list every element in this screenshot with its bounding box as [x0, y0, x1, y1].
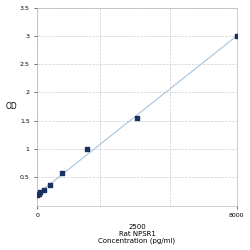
- Point: [235, 34, 239, 38]
- Point: [48, 183, 52, 187]
- X-axis label: 2500
Rat NPSR1
Concentration (pg/ml): 2500 Rat NPSR1 Concentration (pg/ml): [98, 224, 176, 244]
- Point: [38, 190, 42, 194]
- Point: [42, 188, 46, 192]
- Point: [135, 116, 139, 120]
- Point: [85, 147, 89, 151]
- Y-axis label: OD: OD: [6, 102, 17, 111]
- Point: [37, 192, 41, 196]
- Point: [35, 193, 39, 197]
- Point: [60, 172, 64, 175]
